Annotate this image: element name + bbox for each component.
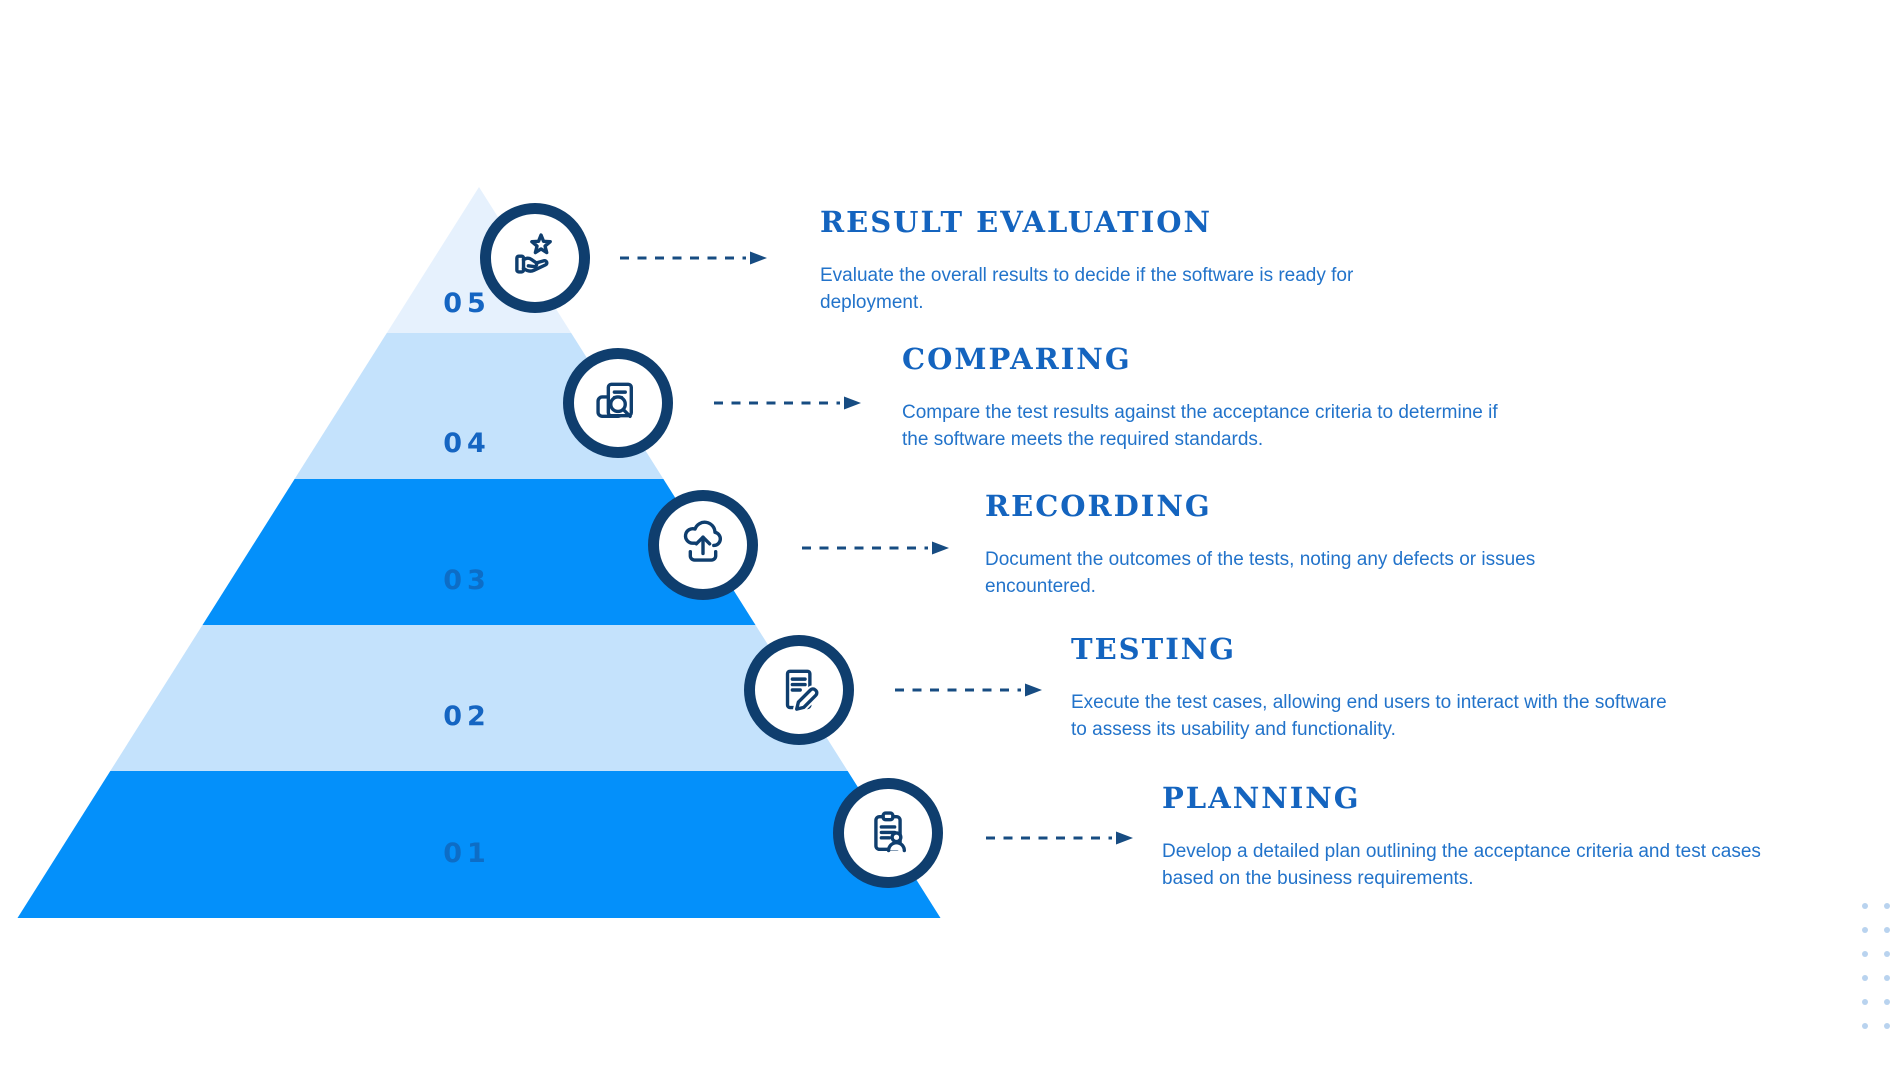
hand-holding-star-icon <box>515 233 552 274</box>
level-number-03: 03 <box>443 565 491 596</box>
step-block-testing: TESTING Execute the test cases, allowing… <box>1071 631 1667 743</box>
step-icon-circle-recording <box>648 490 758 600</box>
level-number-05: 05 <box>443 288 491 319</box>
dashed-arrow-testing <box>895 683 1042 697</box>
dashed-arrow-comparing <box>714 396 861 410</box>
step-icon-circle-planning <box>833 778 943 888</box>
decor-dot <box>1884 903 1890 909</box>
level-number-04: 04 <box>443 428 491 459</box>
step-title: PLANNING <box>1162 781 1361 815</box>
step-block-comparing: COMPARING Compare the test results again… <box>902 341 1498 453</box>
decor-dot <box>1862 999 1868 1005</box>
decor-dot <box>1862 927 1868 933</box>
level-number-01: 01 <box>443 838 491 869</box>
step-icon-circle-result-evaluation <box>480 203 590 313</box>
step-title: RECORDING <box>985 489 1212 523</box>
document-edit-icon <box>785 669 821 713</box>
clipboard-user-icon <box>874 811 907 853</box>
step-title: RESULT EVALUATION <box>820 205 1213 239</box>
pyramid-level-01 <box>17 771 941 918</box>
cloud-upload-icon <box>683 520 723 562</box>
document-search-icon <box>596 382 633 418</box>
dashed-arrow-recording <box>802 541 949 555</box>
step-block-planning: PLANNING Develop a detailed plan outlini… <box>1162 780 1761 892</box>
step-title: TESTING <box>1071 632 1237 666</box>
step-icon-circle-comparing <box>563 348 673 458</box>
decor-dot <box>1884 951 1890 957</box>
decor-dot <box>1862 1023 1868 1029</box>
step-block-recording: RECORDING Document the outcomes of the t… <box>985 488 1535 600</box>
decor-dot <box>1862 975 1868 981</box>
decor-dot-grid <box>1862 903 1890 1029</box>
step-description: Document the outcomes of the tests, noti… <box>985 549 1536 597</box>
dashed-arrow-planning <box>986 831 1133 845</box>
decor-dot <box>1862 903 1868 909</box>
dashed-arrow-result-evaluation <box>620 251 767 265</box>
step-description: Evaluate the overall results to decide i… <box>820 265 1354 313</box>
decor-dot <box>1884 927 1890 933</box>
step-description: Develop a detailed plan outlining the ac… <box>1162 841 1761 889</box>
step-block-result-evaluation: RESULT EVALUATION Evaluate the overall r… <box>820 204 1353 316</box>
decor-dot <box>1884 999 1890 1005</box>
pyramid-level-03 <box>202 479 756 625</box>
pyramid-level-04 <box>294 333 664 479</box>
level-number-02: 02 <box>443 701 491 732</box>
pyramid <box>17 187 941 918</box>
decor-dot <box>1862 951 1868 957</box>
pyramid-level-02 <box>110 625 848 771</box>
decor-dot <box>1884 1023 1890 1029</box>
step-description: Compare the test results against the acc… <box>902 402 1498 450</box>
step-icon-circle-testing <box>744 635 854 745</box>
step-title: COMPARING <box>902 342 1132 376</box>
step-description: Execute the test cases, allowing end use… <box>1071 692 1667 740</box>
decor-dot <box>1884 975 1890 981</box>
